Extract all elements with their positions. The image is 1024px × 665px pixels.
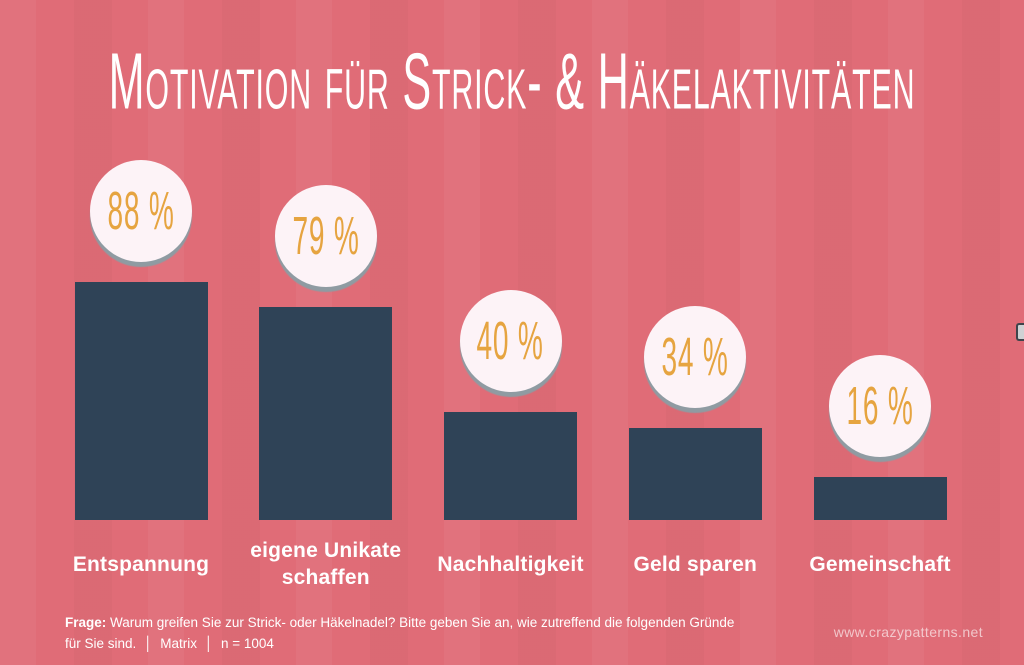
bar-gemeinschaft [813, 477, 947, 520]
category-label-eigene-unikate-schaffen: eigene Unikate schaffen [250, 539, 402, 589]
footnote-question-label: Frage: [65, 615, 107, 630]
percentage-badge-entspannung: 88 % [90, 160, 192, 262]
category-label-entspannung: Entspannung [72, 552, 210, 576]
footnote-sample-size: n = 1004 [220, 636, 274, 651]
bar-nachhaltigkeit [444, 412, 577, 520]
percentage-value-nachhaltigkeit: 40 % [476, 309, 545, 372]
percentage-badge-nachhaltigkeit: 40 % [459, 290, 562, 392]
category-label-gemeinschaft: Gemeinschaft [809, 552, 951, 576]
percentage-badge-geld-sparen: 34 % [644, 306, 747, 408]
percentage-value-eigene-unikate-schaffen: 79 % [292, 204, 360, 267]
percentage-value-entspannung: 88 % [107, 179, 175, 242]
screen-edge-artifact [1016, 323, 1024, 341]
category-label-nachhaltigkeit: Nachhaltigkeit [437, 552, 584, 576]
footnote: Frage: Warum greifen Sie zur Strick- ode… [65, 612, 737, 654]
percentage-value-gemeinschaft: 16 % [846, 374, 914, 437]
category-label-geld-sparen: Geld sparen [633, 552, 758, 576]
footnote-separator: │ [144, 636, 153, 651]
bar-geld-sparen [628, 428, 762, 520]
footnote-question-text: Warum greifen Sie zur Strick- oder Häkel… [65, 615, 735, 651]
footnote-method: Matrix [160, 636, 198, 651]
percentage-badge-eigene-unikate-schaffen: 79 % [274, 185, 377, 287]
chart-title: Motivation für Strick- & Häkelaktivitäte… [108, 37, 916, 127]
percentage-value-geld-sparen: 34 % [661, 325, 729, 388]
bar-entspannung [74, 282, 208, 520]
footnote-separator: │ [204, 636, 214, 651]
percentage-badge-gemeinschaft: 16 % [829, 355, 931, 457]
bar-eigene-unikate-schaffen [259, 307, 393, 520]
website-url: www.crazypatterns.net [833, 624, 983, 640]
